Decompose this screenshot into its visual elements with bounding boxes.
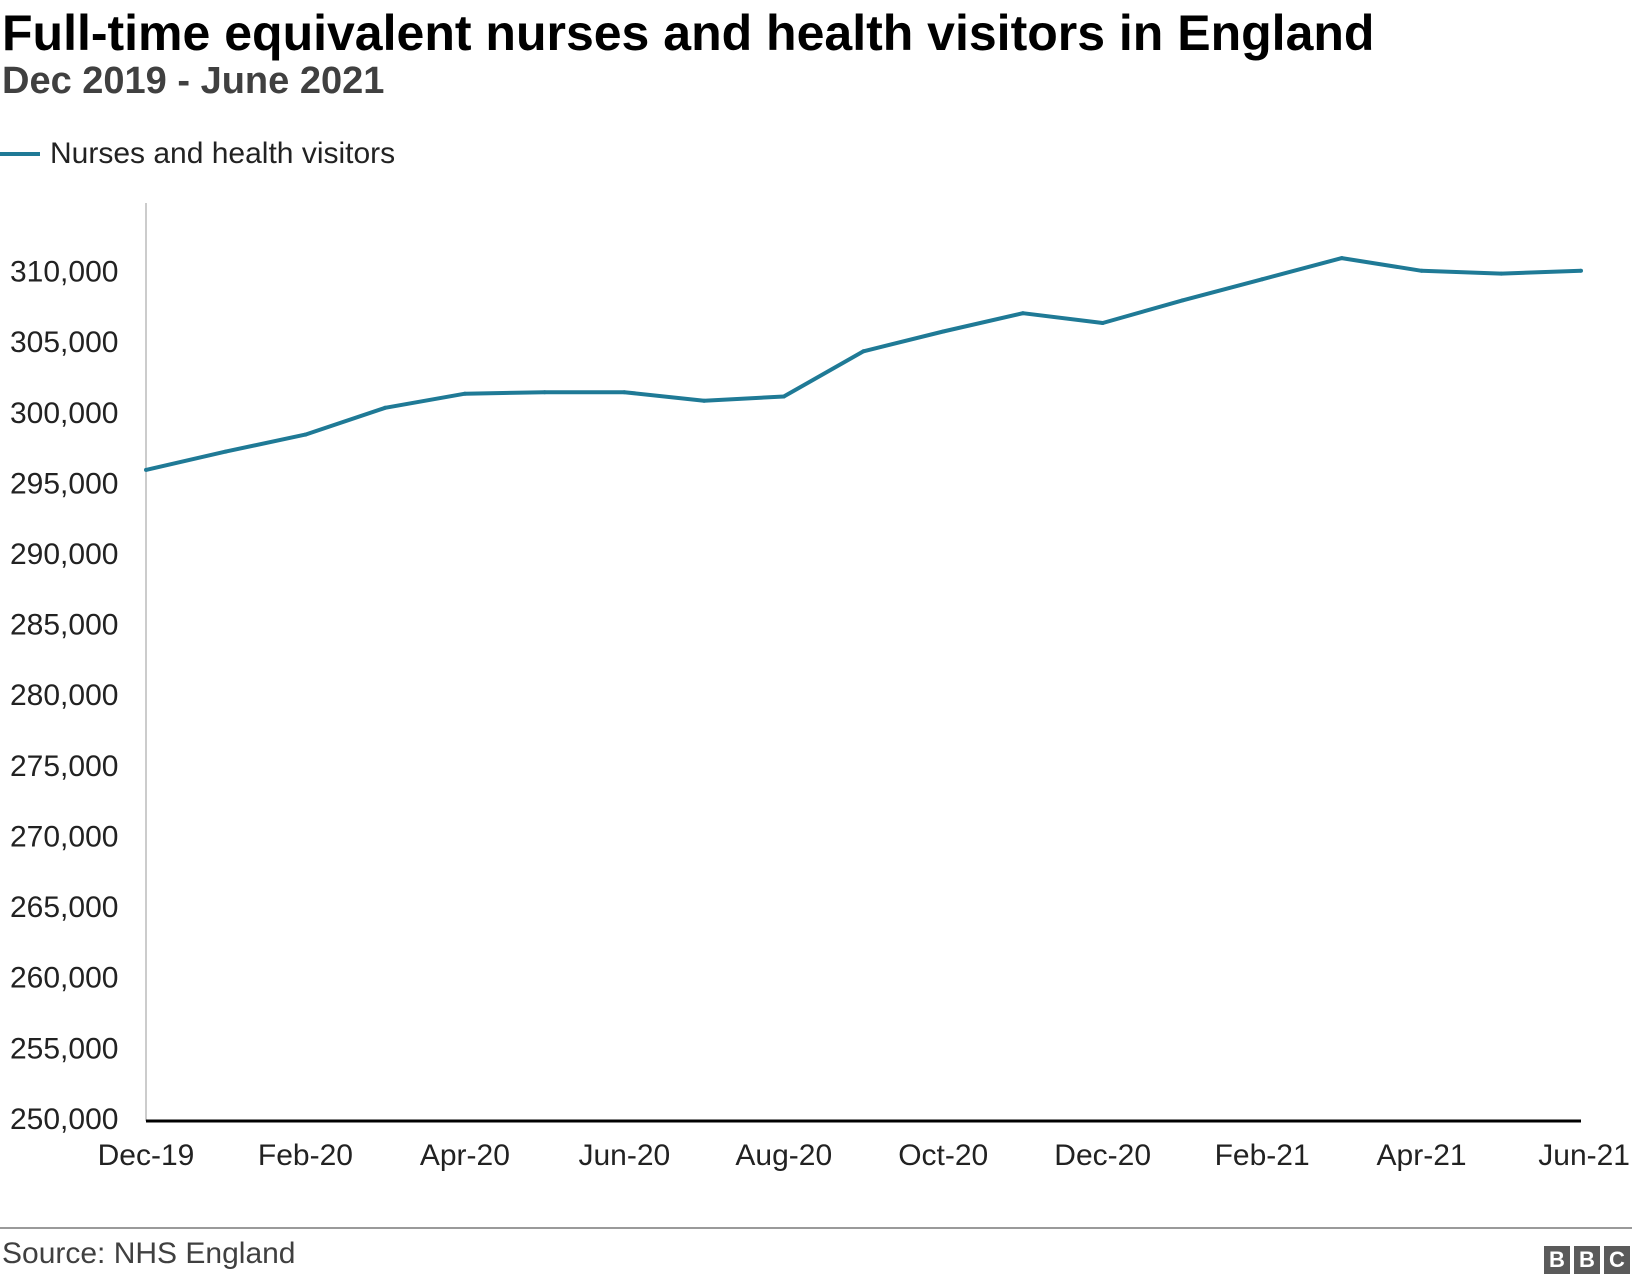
chart-legend: Nurses and health visitors (0, 132, 395, 176)
y-tick-label: 300,000 (10, 397, 118, 430)
data-point (861, 349, 866, 354)
y-tick-label: 285,000 (10, 609, 118, 642)
data-point (1579, 268, 1583, 273)
data-point (1180, 298, 1185, 303)
y-tick-label: 255,000 (10, 1032, 118, 1065)
chart-title: Full-time equivalent nurses and health v… (2, 5, 1375, 61)
y-tick-label: 305,000 (10, 326, 118, 359)
x-tick-label: Oct-20 (898, 1139, 988, 1172)
y-axis-ticks: 250,000 255,000 260,000 265,000 270,000 275,0… (10, 256, 118, 1136)
series-layer (144, 256, 1583, 472)
chart-subtitle: Dec 2019 - June 2021 (2, 60, 385, 102)
y-tick-label: 270,000 (10, 820, 118, 853)
data-point (702, 398, 707, 403)
y-tick-label: 295,000 (10, 467, 118, 500)
source-note: Source: NHS England (2, 1237, 296, 1270)
series-line (145, 256, 1582, 472)
x-tick-label: Feb-20 (258, 1139, 353, 1172)
legend-label: Nurses and health visitors (50, 137, 396, 170)
x-tick-label: Jun-21 (1538, 1139, 1630, 1172)
data-point (383, 405, 388, 410)
y-tick-label: 290,000 (10, 538, 118, 571)
logo-letter: B (1574, 1246, 1600, 1274)
x-tick-label: Aug-20 (735, 1139, 832, 1172)
data-point (1339, 256, 1344, 261)
x-tick-label: Feb-21 (1215, 1139, 1310, 1172)
data-point (462, 391, 467, 396)
logo-letter: B (1544, 1246, 1570, 1274)
data-point (1100, 321, 1105, 325)
x-tick-label: Apr-20 (420, 1139, 510, 1172)
y-tick-label: 310,000 (10, 256, 118, 289)
data-point (303, 432, 308, 437)
y-tick-label: 260,000 (10, 962, 118, 995)
data-point (622, 390, 627, 395)
x-tick-label: Dec-19 (98, 1139, 195, 1172)
data-point (1020, 311, 1025, 316)
data-point (781, 394, 786, 399)
y-tick-label: 275,000 (10, 750, 118, 783)
data-point (1419, 268, 1424, 273)
data-point (144, 467, 148, 472)
legend-swatch (0, 152, 40, 156)
data-point (941, 329, 946, 334)
data-point (542, 390, 547, 395)
footer-divider (0, 1227, 1632, 1229)
x-tick-label: Apr-21 (1377, 1139, 1467, 1172)
bbc-logo: B B C (1544, 1246, 1630, 1274)
x-tick-label: Dec-20 (1054, 1139, 1151, 1172)
y-tick-label: 265,000 (10, 891, 118, 924)
y-tick-label: 280,000 (10, 679, 118, 712)
line-chart: 250,000 255,000 260,000 265,000 270,000 275,0… (10, 203, 1630, 1172)
x-axis-ticks: Dec-19 Feb-20 Apr-20 Jun-20 Aug-20 Oct-20 Dec-… (98, 1139, 1630, 1172)
x-tick-label: Jun-20 (578, 1139, 670, 1172)
logo-letter: C (1604, 1246, 1630, 1274)
data-point (1499, 271, 1504, 276)
data-point (223, 449, 228, 454)
data-point (1260, 277, 1265, 282)
y-tick-label: 250,000 (10, 1103, 118, 1136)
